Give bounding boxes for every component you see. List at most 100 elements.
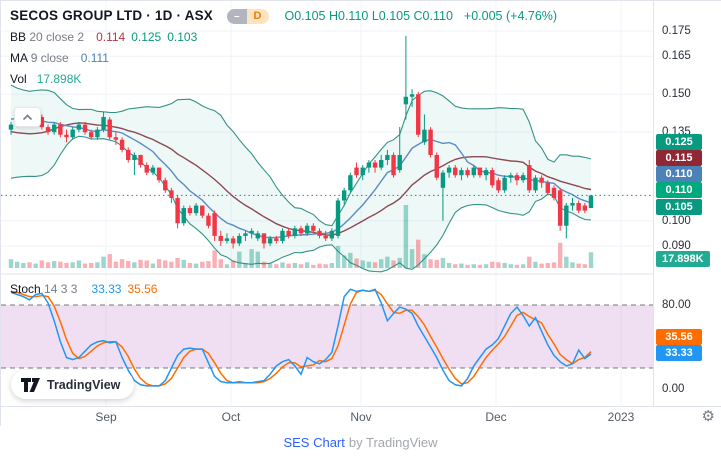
- volume-bar: [539, 263, 544, 268]
- price-scale-badge: 33.33: [656, 345, 702, 361]
- candle-body: [545, 182, 551, 193]
- volume-row[interactable]: Vol 17.898K: [10, 71, 557, 87]
- price-scale-badge: 0.115: [656, 150, 702, 166]
- candle-body: [144, 165, 149, 173]
- volume-bar: [267, 263, 273, 268]
- candle-body: [298, 228, 304, 234]
- volume-bar: [366, 261, 372, 268]
- candle-body: [588, 195, 594, 209]
- ma-indicator-row[interactable]: MA 9 close 0.111: [10, 50, 557, 66]
- volume-bar: [514, 264, 520, 268]
- bb-fill: [11, 85, 591, 272]
- candle-body: [8, 124, 14, 130]
- interval-pill-group: – D: [226, 8, 269, 24]
- candle-body: [496, 180, 501, 191]
- candle-body: [354, 167, 359, 176]
- candle-body: [490, 170, 495, 186]
- candle-body: [163, 180, 168, 191]
- candle-body: [471, 167, 476, 176]
- candle-body: [261, 233, 267, 244]
- collapse-symbol-button[interactable]: –: [226, 8, 247, 24]
- price-axis[interactable]: 0.175 0.165 0.150 0.135 0.100 0.090 80.00 0.00 0…: [653, 1, 721, 406]
- volume-bar: [107, 254, 112, 268]
- stoch-indicator-row[interactable]: Stoch 14 3 3 33.33 35.56: [10, 281, 157, 297]
- gear-icon[interactable]: ⚙: [701, 408, 715, 425]
- ma-name: MA: [10, 51, 28, 65]
- candle-body: [440, 172, 446, 188]
- volume-bar: [292, 262, 298, 268]
- candle-body: [366, 162, 372, 168]
- time-axis[interactable]: ⚙ Sep Oct Nov Dec 2023: [1, 406, 721, 426]
- candle-body: [329, 230, 335, 239]
- volume-bar: [187, 262, 193, 268]
- volume-bar: [156, 259, 162, 268]
- candle-body: [508, 175, 513, 178]
- candle-body: [243, 233, 248, 236]
- volume-bar: [181, 259, 186, 268]
- volume-bar: [335, 245, 341, 268]
- price-tick-label: 0.100: [662, 214, 691, 227]
- interval-badge[interactable]: D: [246, 8, 269, 24]
- volume-bar: [490, 261, 495, 268]
- volume-bar: [311, 264, 316, 268]
- tradingview-logo-text: TradingView: [47, 377, 121, 392]
- price-scale-badge: 0.110: [656, 166, 702, 182]
- candle-body: [76, 124, 82, 130]
- volume-bar: [348, 252, 353, 268]
- volume-bar: [422, 254, 427, 268]
- volume-bar: [27, 262, 32, 268]
- volume-bar: [471, 264, 476, 268]
- volume-bar: [249, 249, 254, 268]
- volume-bar: [570, 262, 575, 268]
- volume-bar: [317, 263, 322, 268]
- bb-lower-value: 0.103: [167, 30, 198, 44]
- candle-body: [323, 235, 328, 239]
- candle-body: [341, 190, 347, 201]
- volume-bar: [274, 264, 279, 268]
- volume-bar: [304, 262, 310, 268]
- candle-body: [385, 154, 390, 160]
- bb-indicator-row[interactable]: BB 20 close 2 0.114 0.125 0.103: [10, 29, 557, 45]
- volume-bar: [354, 258, 359, 268]
- volume-bar: [409, 249, 415, 268]
- candle-body: [274, 238, 279, 241]
- price-scale-badge: 35.56: [656, 329, 702, 345]
- tradingview-logo-button[interactable]: TradingView: [11, 370, 135, 399]
- price-chart[interactable]: [1, 1, 653, 406]
- candle-body: [156, 167, 162, 181]
- candle-body: [557, 190, 563, 226]
- volume-bar: [8, 259, 14, 268]
- volume-bar: [51, 261, 57, 268]
- volume-bar: [206, 261, 211, 268]
- volume-bar: [465, 264, 470, 268]
- stoch-params: 14 3 3: [44, 282, 78, 296]
- volume-bar: [243, 262, 248, 268]
- volume-bar: [582, 264, 588, 268]
- volume-bar: [391, 260, 396, 268]
- symbol-row[interactable]: SECOS GROUP LTD · 1D · ASX – D O0.105 H0.…: [10, 8, 557, 24]
- volume-bar: [82, 263, 88, 268]
- volume-bar: [119, 259, 125, 268]
- candle-body: [107, 119, 112, 138]
- volume-bar: [434, 259, 439, 268]
- volume-bar: [379, 259, 384, 268]
- price-tick-label: 0.090: [662, 240, 691, 252]
- volume-bar: [533, 261, 538, 268]
- volume-bar: [298, 264, 304, 268]
- candle-body: [126, 149, 131, 160]
- stoch-tick-label: 0.00: [662, 383, 685, 395]
- candle-body: [453, 167, 458, 176]
- volume-bar: [446, 262, 452, 268]
- volume-bar: [224, 264, 230, 268]
- volume-bar: [212, 250, 217, 268]
- ses-chart-link[interactable]: SES Chart: [283, 434, 345, 450]
- candle-body: [465, 170, 470, 176]
- legend-collapse-button[interactable]: [14, 107, 41, 127]
- candle-body: [138, 154, 143, 166]
- volume-bar: [150, 263, 156, 268]
- candle-body: [101, 117, 106, 130]
- candle-body: [379, 160, 384, 168]
- candle-body: [576, 203, 581, 211]
- volume-bar: [163, 260, 168, 268]
- stoch-k-value: 33.33: [91, 282, 122, 296]
